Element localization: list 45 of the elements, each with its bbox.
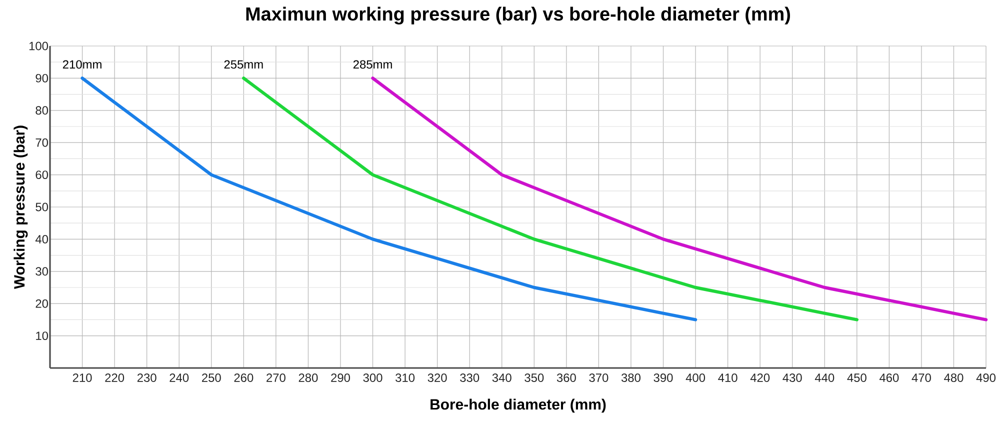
series-label: 285mm — [353, 60, 392, 69]
x-tick-label: 380 — [621, 374, 640, 382]
x-tick-label: 330 — [460, 374, 480, 382]
y-axis-title: Working pressure (bar) — [14, 126, 28, 290]
x-tick-label: 450 — [847, 374, 866, 382]
x-tick-label: 290 — [331, 374, 350, 382]
x-tick-label: 410 — [718, 374, 738, 382]
y-tick-label: 100 — [29, 42, 48, 50]
x-tick-label: 490 — [976, 374, 996, 382]
x-tick-label: 430 — [782, 374, 802, 382]
x-tick-label: 460 — [879, 374, 899, 382]
x-tick-label: 400 — [686, 374, 706, 382]
y-tick-label: 70 — [36, 138, 48, 147]
x-tick-label: 300 — [363, 374, 382, 382]
x-tick-label: 390 — [654, 374, 673, 382]
y-tick-label: 50 — [36, 202, 48, 212]
y-tick-label: 10 — [36, 332, 48, 340]
x-tick-label: 440 — [814, 374, 834, 382]
x-tick-label: 480 — [944, 374, 964, 382]
x-tick-label: 360 — [556, 374, 576, 382]
x-tick-label: 320 — [428, 374, 447, 382]
y-tick-label: 60 — [36, 170, 48, 180]
x-tick-label: 350 — [524, 374, 544, 382]
series-label: 210mm — [62, 60, 102, 69]
y-tick-label: 90 — [36, 74, 48, 82]
x-tick-label: 280 — [298, 374, 318, 382]
x-tick-label: 210 — [72, 374, 92, 382]
y-tick-label: 20 — [36, 299, 48, 308]
x-tick-label: 420 — [750, 374, 770, 382]
y-tick-label: 30 — [36, 267, 48, 276]
series-label: 255mm — [224, 60, 263, 69]
x-tick-label: 370 — [589, 374, 608, 382]
x-axis-title: Bore-hole diameter (mm) — [430, 398, 606, 413]
y-tick-label: 40 — [35, 234, 48, 244]
x-tick-label: 260 — [234, 374, 254, 382]
x-tick-label: 250 — [202, 374, 221, 382]
x-tick-label: 230 — [137, 374, 156, 382]
x-tick-label: 240 — [170, 374, 189, 382]
x-tick-label: 270 — [266, 374, 286, 382]
chart-title: Maximun working pressure (bar) vs bore-hole diameter (mm) — [246, 6, 790, 25]
x-tick-label: 310 — [396, 374, 415, 382]
y-tick-label: 80 — [36, 106, 48, 115]
x-tick-label: 220 — [105, 374, 124, 382]
x-tick-label: 470 — [912, 374, 931, 382]
x-tick-label: 340 — [492, 374, 512, 382]
